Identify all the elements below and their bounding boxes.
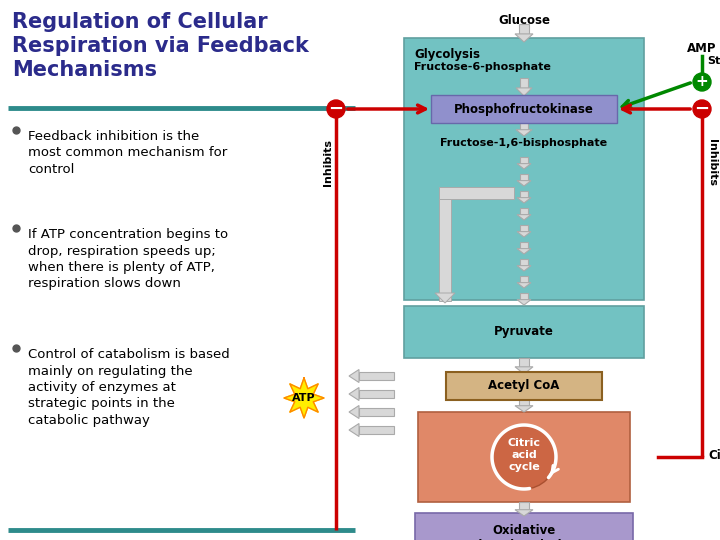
Bar xyxy=(520,78,528,88)
Bar xyxy=(520,191,528,198)
Polygon shape xyxy=(515,406,533,412)
Bar xyxy=(359,373,394,380)
Bar xyxy=(404,306,644,358)
Text: AMP: AMP xyxy=(688,42,716,55)
Text: Inhibits: Inhibits xyxy=(323,139,333,186)
Text: Fructose-6-phosphate: Fructose-6-phosphate xyxy=(414,62,551,72)
Bar xyxy=(520,259,528,266)
Text: +: + xyxy=(696,75,708,90)
Bar xyxy=(520,122,528,130)
Text: −: − xyxy=(328,100,343,118)
Bar xyxy=(439,187,514,199)
Text: Citric
acid
cycle: Citric acid cycle xyxy=(508,438,541,471)
Polygon shape xyxy=(349,369,359,382)
Text: Stimulates: Stimulates xyxy=(707,56,720,66)
Polygon shape xyxy=(516,88,532,96)
Polygon shape xyxy=(517,214,531,220)
Bar xyxy=(519,502,529,510)
Text: Glucose: Glucose xyxy=(498,14,550,27)
Polygon shape xyxy=(349,388,359,401)
Bar xyxy=(520,208,528,214)
Polygon shape xyxy=(517,266,531,271)
Polygon shape xyxy=(349,423,359,436)
Bar xyxy=(439,199,451,301)
Bar xyxy=(359,427,394,434)
Bar xyxy=(520,242,528,248)
Bar xyxy=(520,174,528,180)
Text: Citrate: Citrate xyxy=(708,449,720,462)
Text: Phosphofructokinase: Phosphofructokinase xyxy=(454,103,594,116)
Circle shape xyxy=(693,100,711,118)
Text: ATP: ATP xyxy=(292,393,316,403)
Polygon shape xyxy=(284,378,324,418)
FancyBboxPatch shape xyxy=(446,372,602,400)
Polygon shape xyxy=(515,510,533,516)
Polygon shape xyxy=(435,293,455,303)
Polygon shape xyxy=(517,300,531,305)
Text: Inhibits: Inhibits xyxy=(707,139,717,186)
Polygon shape xyxy=(515,34,533,42)
Text: Pyruvate: Pyruvate xyxy=(494,326,554,339)
Bar xyxy=(519,24,529,34)
Circle shape xyxy=(327,100,345,118)
Text: Oxidative
phosphorylation: Oxidative phosphorylation xyxy=(470,524,578,540)
Text: Feedback inhibition is the
most common mechanism for
control: Feedback inhibition is the most common m… xyxy=(28,130,228,176)
Polygon shape xyxy=(517,180,531,186)
Text: Control of catabolism is based
mainly on regulating the
activity of enzymes at
s: Control of catabolism is based mainly on… xyxy=(28,348,230,427)
Circle shape xyxy=(492,425,556,489)
Bar xyxy=(404,38,644,300)
FancyBboxPatch shape xyxy=(415,513,633,540)
Bar xyxy=(520,225,528,232)
Polygon shape xyxy=(516,130,532,136)
Polygon shape xyxy=(517,164,531,169)
Bar xyxy=(520,157,528,164)
Bar xyxy=(359,408,394,416)
Bar xyxy=(418,412,630,502)
FancyBboxPatch shape xyxy=(431,95,617,123)
Text: Glycolysis: Glycolysis xyxy=(414,48,480,61)
Circle shape xyxy=(693,73,711,91)
Polygon shape xyxy=(517,232,531,237)
Text: Fructose-1,6-bisphosphate: Fructose-1,6-bisphosphate xyxy=(441,138,608,148)
Bar xyxy=(519,398,529,406)
Polygon shape xyxy=(349,406,359,419)
Bar xyxy=(520,293,528,300)
Polygon shape xyxy=(515,367,533,374)
Text: Regulation of Cellular
Respiration via Feedback
Mechanisms: Regulation of Cellular Respiration via F… xyxy=(12,12,309,80)
Text: −: − xyxy=(694,100,710,118)
Bar xyxy=(519,358,529,367)
Polygon shape xyxy=(517,198,531,203)
Bar xyxy=(359,390,394,397)
Text: If ATP concentration begins to
drop, respiration speeds up;
when there is plenty: If ATP concentration begins to drop, res… xyxy=(28,228,228,291)
Text: Acetyl CoA: Acetyl CoA xyxy=(488,380,559,393)
Polygon shape xyxy=(517,282,531,288)
Polygon shape xyxy=(517,248,531,254)
Bar xyxy=(520,276,528,282)
